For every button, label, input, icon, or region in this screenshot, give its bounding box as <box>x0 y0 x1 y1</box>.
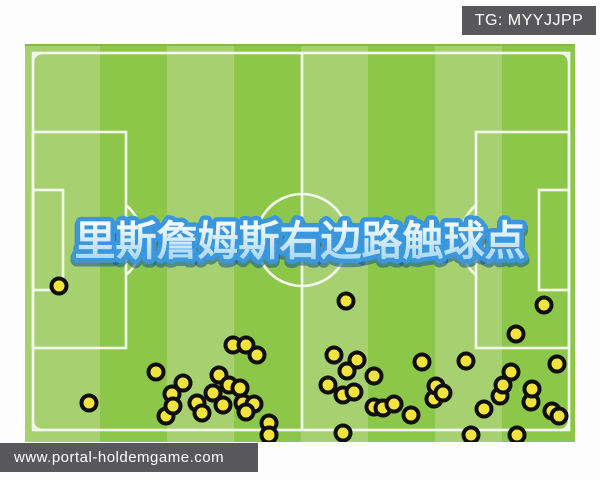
touch-point <box>79 393 99 413</box>
touch-point <box>401 405 421 425</box>
touch-point <box>213 395 233 415</box>
corner-arc-bottom-right <box>559 420 571 432</box>
touch-point <box>522 379 542 399</box>
touch-point <box>236 402 256 422</box>
touch-point <box>236 335 256 355</box>
touch-point <box>534 295 554 315</box>
touch-point <box>163 396 183 416</box>
touch-point <box>230 378 250 398</box>
touch-point <box>337 361 357 381</box>
touch-point <box>203 383 223 403</box>
pitch-graphic: 里斯詹姆斯右边路触球点 里斯詹姆斯右边路触球点 里斯詹姆斯右边路触球点 <box>25 44 575 442</box>
touch-point <box>507 425 527 442</box>
touch-point <box>461 425 481 442</box>
pitch-markings <box>31 51 571 432</box>
right-penalty-arc <box>458 204 477 276</box>
touch-point <box>173 373 193 393</box>
corner-arc-top-left <box>31 51 43 63</box>
touch-point <box>49 276 69 296</box>
corner-arc-bottom-left <box>31 420 43 432</box>
touch-point <box>324 345 344 365</box>
touch-point <box>364 366 384 386</box>
touch-point <box>474 399 494 419</box>
pitch-svg: 里斯詹姆斯右边路触球点 里斯詹姆斯右边路触球点 里斯詹姆斯右边路触球点 <box>25 46 575 442</box>
touch-point <box>347 350 367 370</box>
pitch-title-outline-layer: 里斯詹姆斯右边路触球点 <box>75 217 526 265</box>
touch-point <box>384 394 404 414</box>
touch-point <box>333 423 353 442</box>
pitch-title-text: 里斯詹姆斯右边路触球点 <box>75 217 526 265</box>
touch-point <box>412 352 432 372</box>
touch-point <box>247 345 267 365</box>
touch-point <box>192 403 212 423</box>
site-watermark-text: www.portal-holdemgame.com <box>14 449 225 466</box>
telegram-watermark-badge: TG: MYYJJPP <box>462 6 596 35</box>
touch-point <box>259 425 279 442</box>
left-penalty-arc <box>125 204 144 276</box>
telegram-watermark-text: TG: MYYJJPP <box>474 11 584 29</box>
touch-point <box>493 375 513 395</box>
touch-point <box>547 354 567 374</box>
left-goal-area <box>31 188 65 292</box>
touch-points-layer <box>49 276 569 442</box>
touch-point <box>506 324 526 344</box>
touch-point <box>456 351 476 371</box>
touch-point <box>344 382 364 402</box>
center-circle <box>254 192 350 288</box>
touch-point <box>336 291 356 311</box>
touch-point <box>318 375 338 395</box>
pitch-title-shadow-layer: 里斯詹姆斯右边路触球点 <box>75 220 526 268</box>
pitch-title: 里斯詹姆斯右边路触球点 里斯詹姆斯右边路触球点 里斯詹姆斯右边路触球点 <box>69 213 531 274</box>
touch-point <box>501 362 521 382</box>
site-watermark-badge: www.portal-holdemgame.com <box>0 443 258 472</box>
touch-point <box>146 362 166 382</box>
touch-point <box>433 383 453 403</box>
corner-arc-top-right <box>559 51 571 63</box>
right-goal-area <box>537 188 571 292</box>
touch-point <box>549 406 569 426</box>
